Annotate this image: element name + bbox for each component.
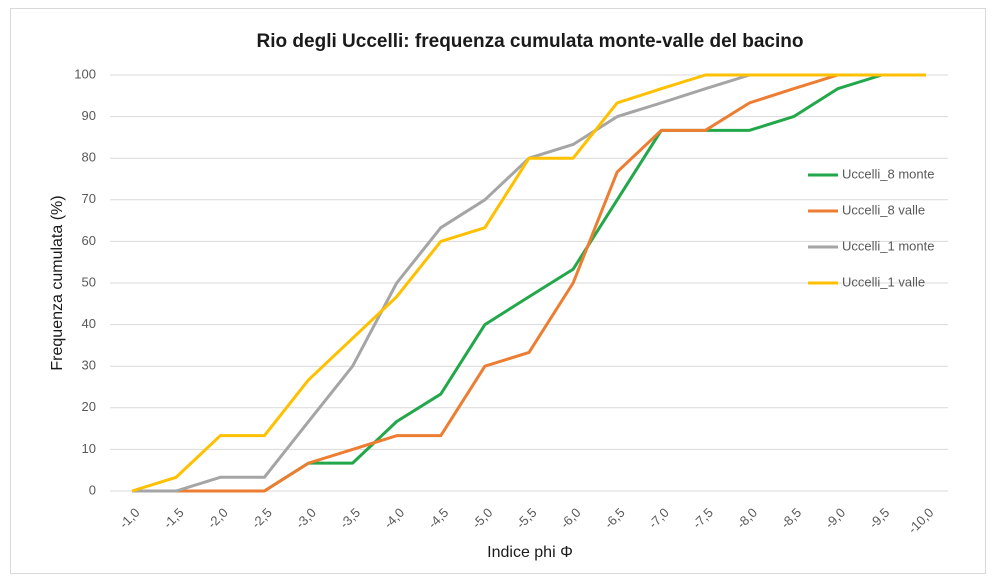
y-tick-label: 30 bbox=[82, 358, 96, 373]
y-tick-label: 40 bbox=[82, 316, 96, 331]
line-series bbox=[131, 73, 926, 493]
legend-label: Uccelli_8 valle bbox=[842, 202, 925, 217]
legend-label: Uccelli_1 valle bbox=[842, 274, 925, 289]
y-tick-label: 20 bbox=[82, 399, 96, 414]
y-tick-label: 0 bbox=[89, 482, 96, 497]
y-tick-label: 100 bbox=[74, 66, 96, 81]
chart-frame bbox=[10, 8, 986, 574]
y-tick-label: 10 bbox=[82, 441, 96, 456]
line-series bbox=[132, 73, 926, 493]
y-tick-label: 90 bbox=[82, 108, 96, 123]
y-tick-label: 50 bbox=[82, 274, 96, 289]
x-axis-title: Indice phi Φ bbox=[487, 544, 573, 561]
y-axis-title: Frequenza cumulata (%) bbox=[49, 195, 66, 370]
y-tick-label: 80 bbox=[82, 150, 96, 165]
legend-label: Uccelli_1 monte bbox=[842, 238, 935, 253]
y-tick-label: 70 bbox=[82, 191, 96, 206]
y-tick-label: 60 bbox=[82, 233, 96, 248]
legend-label: Uccelli_8 monte bbox=[842, 166, 935, 181]
chart-title: Rio degli Uccelli: frequenza cumulata mo… bbox=[257, 31, 804, 52]
